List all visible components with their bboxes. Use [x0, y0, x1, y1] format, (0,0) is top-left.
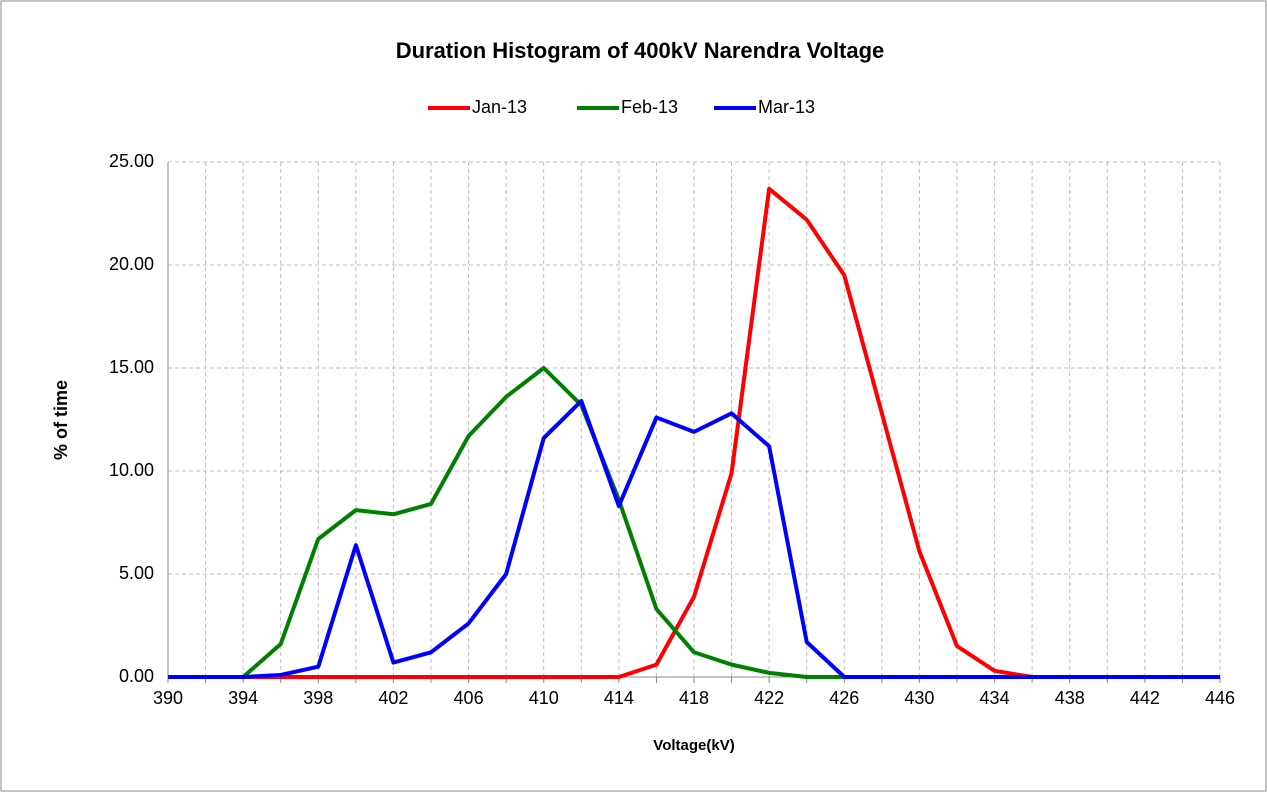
- x-tick-label: 418: [679, 688, 709, 708]
- series-line: [168, 398, 1220, 679]
- y-tick-label: 20.00: [109, 254, 154, 274]
- legend-label: Mar-13: [758, 97, 815, 117]
- x-tick-label: 442: [1130, 688, 1160, 708]
- chart-title: Duration Histogram of 400kV Narendra Vol…: [396, 38, 885, 63]
- legend-label: Feb-13: [621, 97, 678, 117]
- y-tick-label: 15.00: [109, 357, 154, 377]
- x-tick-label: 446: [1205, 688, 1235, 708]
- x-tick-label: 426: [829, 688, 859, 708]
- x-tick-label: 430: [904, 688, 934, 708]
- x-tick-label: 410: [529, 688, 559, 708]
- x-tick-label: 390: [153, 688, 183, 708]
- x-tick-label: 402: [378, 688, 408, 708]
- y-tick-label: 0.00: [119, 666, 154, 686]
- y-tick-label: 25.00: [109, 151, 154, 171]
- y-tick-label: 5.00: [119, 563, 154, 583]
- x-tick-label: 406: [454, 688, 484, 708]
- x-tick-label: 414: [604, 688, 634, 708]
- x-axis-label: Voltage(kV): [653, 737, 734, 754]
- x-tick-label: 398: [303, 688, 333, 708]
- x-tick-label: 434: [980, 688, 1010, 708]
- x-tick-label: 438: [1055, 688, 1085, 708]
- x-tick-label: 394: [228, 688, 258, 708]
- legend-label: Jan-13: [472, 97, 527, 117]
- y-axis-label: % of time: [51, 380, 71, 460]
- y-tick-label: 10.00: [109, 460, 154, 480]
- x-tick-label: 422: [754, 688, 784, 708]
